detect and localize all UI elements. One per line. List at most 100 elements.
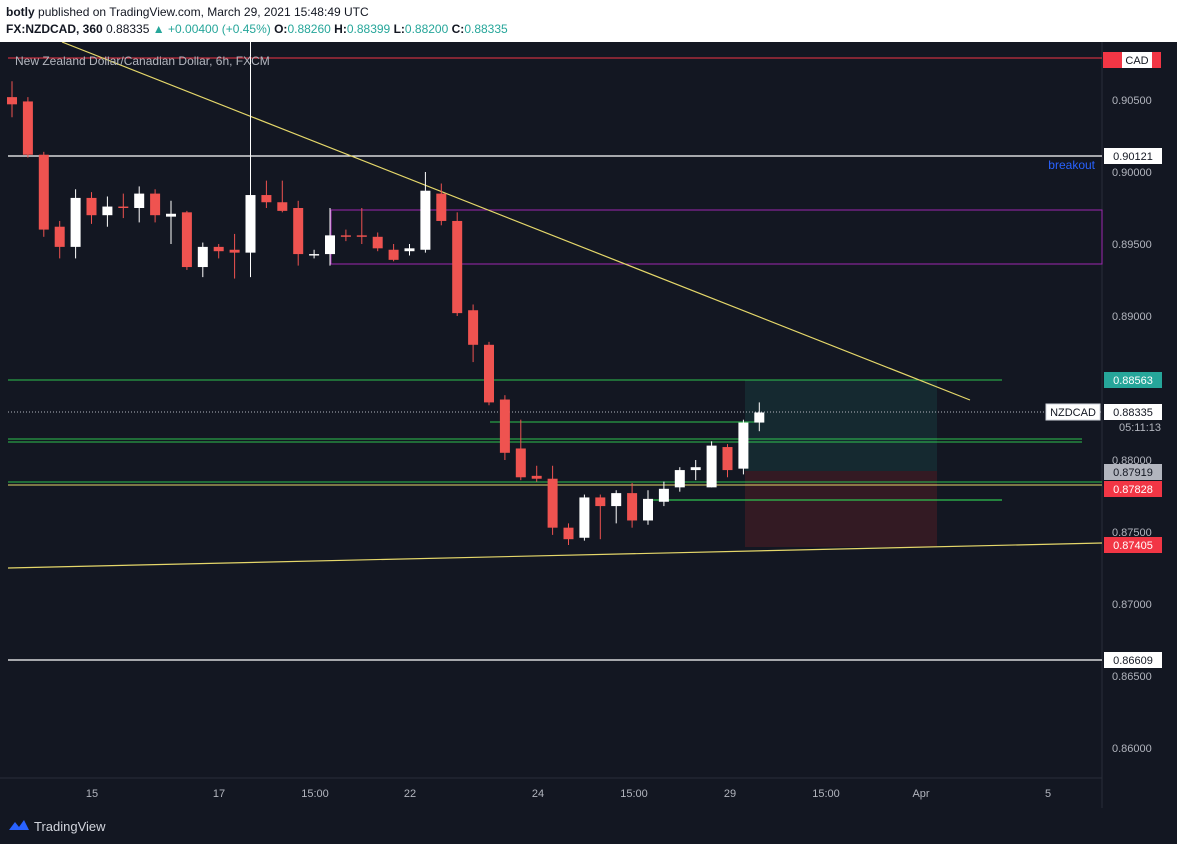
candle-body[interactable] bbox=[166, 213, 176, 217]
candle-body[interactable] bbox=[722, 447, 733, 471]
candle-body[interactable] bbox=[22, 101, 33, 155]
price-change: +0.00400 (+0.45%) bbox=[168, 22, 271, 36]
reward-zone[interactable] bbox=[745, 380, 937, 471]
candle-body[interactable] bbox=[515, 448, 526, 478]
price-ticks: 0.905000.900000.895000.890000.880000.875… bbox=[1112, 95, 1152, 755]
last-price: 0.88335 bbox=[106, 22, 150, 36]
candle-body[interactable] bbox=[484, 344, 494, 403]
price-tag-label: 0.87828 bbox=[1113, 484, 1153, 496]
candle-body[interactable] bbox=[197, 246, 208, 268]
candle-body[interactable] bbox=[388, 249, 399, 260]
candles bbox=[7, 7, 765, 545]
publisher-name[interactable]: botly bbox=[6, 5, 35, 19]
price-tag-label: 0.86609 bbox=[1113, 655, 1153, 667]
candle-body[interactable] bbox=[690, 467, 701, 471]
low-label: L: bbox=[393, 22, 405, 36]
price-tag bbox=[1104, 652, 1162, 668]
tradingview-logo-icon[interactable] bbox=[8, 818, 30, 832]
candle-body[interactable] bbox=[102, 206, 113, 216]
tradingview-brand[interactable]: TradingView bbox=[34, 819, 106, 834]
price-tag bbox=[1104, 464, 1162, 480]
risk-zone[interactable] bbox=[745, 471, 937, 547]
price-tick-label: 0.86500 bbox=[1112, 671, 1152, 683]
candle-body[interactable] bbox=[627, 493, 638, 521]
candle-body[interactable] bbox=[611, 493, 622, 507]
price-tag bbox=[1104, 372, 1162, 388]
candle-body[interactable] bbox=[340, 235, 351, 237]
candle-body[interactable] bbox=[452, 220, 463, 314]
candle-body[interactable] bbox=[213, 246, 224, 252]
candle-body[interactable] bbox=[563, 527, 574, 540]
symbol-tag-text: NZDCAD bbox=[1050, 407, 1096, 419]
candle-body[interactable] bbox=[309, 254, 320, 256]
candle-body[interactable] bbox=[658, 488, 669, 502]
breakout-label: breakout bbox=[1048, 158, 1095, 172]
consolidation-box[interactable] bbox=[330, 209, 1103, 265]
chart-header: botly published on TradingView.com, Marc… bbox=[0, 0, 1177, 42]
chart-area[interactable]: New Zealand Dollar/Canadian Dollar, 6h, … bbox=[0, 7, 1177, 808]
candle-body[interactable] bbox=[643, 498, 653, 521]
candle-body[interactable] bbox=[293, 208, 304, 255]
candle-body[interactable] bbox=[118, 206, 129, 208]
high-value: 0.88399 bbox=[346, 22, 391, 36]
price-tag-label: 0.87919 bbox=[1113, 467, 1153, 479]
price-tick-label: 0.87500 bbox=[1112, 527, 1152, 539]
chart-title: New Zealand Dollar/Canadian Dollar, 6h, … bbox=[15, 54, 270, 68]
low-value: 0.88200 bbox=[404, 22, 449, 36]
candle-body[interactable] bbox=[181, 212, 192, 268]
candle-body[interactable] bbox=[436, 193, 447, 221]
price-chart[interactable]: New Zealand Dollar/Canadian Dollar, 6h, … bbox=[0, 7, 1177, 808]
candle-body[interactable] bbox=[420, 190, 431, 250]
symbol-label: FX:NZDCAD, 360 bbox=[6, 22, 103, 36]
price-tick-label: 0.90000 bbox=[1112, 167, 1152, 179]
candle-body[interactable] bbox=[277, 202, 288, 211]
time-ticks: 15 17 15:00 22 24 15:00 29 15:00 Apr 5 bbox=[86, 788, 1051, 800]
time-tick-label: 22 bbox=[404, 788, 416, 800]
time-tick-label: 5 bbox=[1045, 788, 1051, 800]
candle-body[interactable] bbox=[325, 235, 335, 255]
candle-body[interactable] bbox=[547, 478, 558, 528]
price-tag bbox=[1104, 537, 1162, 553]
candle-body[interactable] bbox=[468, 310, 479, 345]
candle-body[interactable] bbox=[356, 235, 367, 237]
candle-body[interactable] bbox=[579, 497, 590, 538]
candle-body[interactable] bbox=[261, 195, 272, 203]
candle-body[interactable] bbox=[150, 193, 161, 216]
candle-body[interactable] bbox=[70, 197, 81, 247]
up-arrow-icon: ▲ bbox=[152, 22, 165, 36]
candle-body[interactable] bbox=[134, 193, 145, 208]
candle-body[interactable] bbox=[706, 445, 717, 488]
candle-body[interactable] bbox=[754, 412, 765, 423]
candle-body[interactable] bbox=[738, 422, 749, 469]
candle-body[interactable] bbox=[595, 497, 606, 507]
candle-body[interactable] bbox=[674, 470, 685, 488]
candle-body[interactable] bbox=[404, 248, 415, 252]
high-label: H: bbox=[334, 22, 347, 36]
candle-body[interactable] bbox=[7, 97, 17, 105]
candle-body[interactable] bbox=[531, 475, 542, 479]
price-tick-label: 0.86000 bbox=[1112, 743, 1152, 755]
candle-body[interactable] bbox=[499, 399, 510, 453]
price-tag bbox=[1104, 481, 1162, 497]
published-text: published on TradingView.com, March 29, … bbox=[38, 5, 369, 19]
time-tick-label: 24 bbox=[532, 788, 544, 800]
time-tick-label: 15:00 bbox=[812, 788, 840, 800]
descending-trendline[interactable] bbox=[61, 41, 971, 401]
time-tick-label: 17 bbox=[213, 788, 225, 800]
price-axis[interactable] bbox=[1102, 42, 1177, 808]
time-tick-label: 15:00 bbox=[301, 788, 329, 800]
time-tick-label: 15 bbox=[86, 788, 98, 800]
candle-body[interactable] bbox=[229, 249, 240, 253]
candle-body[interactable] bbox=[54, 226, 65, 247]
open-label: O: bbox=[274, 22, 288, 36]
footer: TradingView bbox=[0, 808, 1177, 844]
candle-body[interactable] bbox=[245, 195, 256, 253]
price-tag-label: 0.87405 bbox=[1113, 540, 1153, 552]
time-tick-label: Apr bbox=[912, 788, 929, 800]
candle-body[interactable] bbox=[372, 236, 383, 249]
candle-body[interactable] bbox=[38, 154, 49, 230]
currency-badge[interactable] bbox=[1122, 52, 1152, 68]
price-tick-label: 0.90500 bbox=[1112, 95, 1152, 107]
ascending-trendline[interactable] bbox=[7, 542, 1103, 569]
candle-body[interactable] bbox=[86, 197, 97, 216]
